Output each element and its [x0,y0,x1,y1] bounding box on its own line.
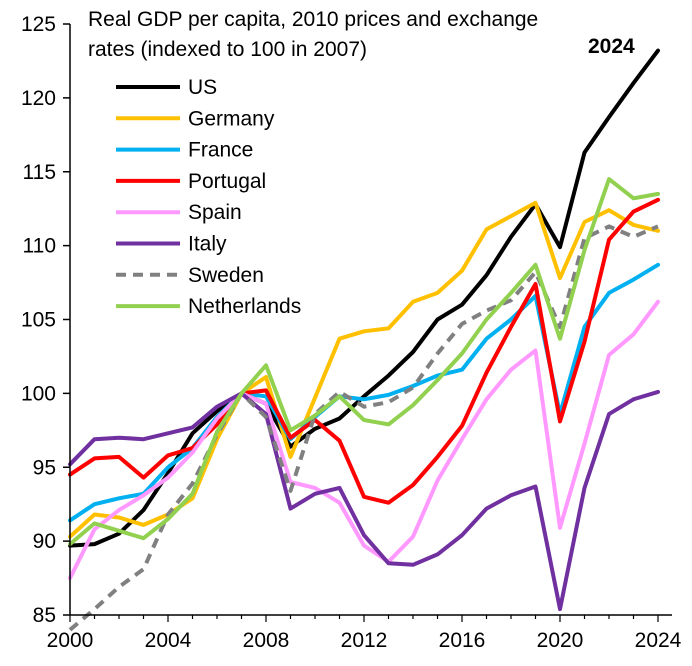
y-tick-label: 105 [21,309,56,332]
series-line-netherlands [68,177,660,547]
series-line-us [68,48,660,548]
x-tick-label: 2004 [145,629,192,652]
x-tick-label: 2008 [243,629,290,652]
legend-label-germany: Germany [188,107,275,130]
x-tick-label: 2020 [537,629,584,652]
y-tick-label: 90 [33,530,56,553]
x-tick-label: 2012 [341,629,388,652]
series-line-spain [68,299,660,581]
legend-label-us: US [188,76,217,99]
plot-area: 85 90 95 100 105 110 115 120 125 2000 2004 2008 201… [21,13,682,652]
y-tick-label: 110 [23,235,56,258]
legend-label-france: France [188,139,253,162]
end-year-annotation: 2024 [588,35,635,58]
y-tick-label: 125 [21,13,56,36]
legend-label-netherlands: Netherlands [188,295,301,318]
y-axis-ticks: 85 90 95 100 105 110 115 120 125 [21,13,70,627]
x-tick-label: 2016 [439,629,486,652]
x-tick-label: 2024 [635,629,682,652]
y-tick-label: 115 [23,161,56,184]
y-tick-label: 100 [21,382,56,405]
legend-label-sweden: Sweden [188,264,264,287]
y-tick-label: 85 [33,604,56,627]
chart-title-line-2: rates (indexed to 100 in 2007) [88,38,367,61]
series-line-italy [68,389,660,612]
legend-label-spain: Spain [188,201,242,224]
legend-label-portugal: Portugal [188,170,266,193]
chart-title: Real GDP per capita, 2010 prices and exc… [88,8,538,61]
x-tick-label: 2000 [47,629,94,652]
series-line-sweden [68,224,659,632]
series-line-portugal [68,197,660,505]
y-tick-label: 120 [21,87,56,110]
x-axis-ticks: 2000 2004 2008 2012 2016 2020 2024 [47,615,682,652]
legend-label-italy: Italy [188,233,227,256]
legend: US Germany France Portugal Spain Italy Sweden N… [116,76,301,318]
series-layer [68,48,660,632]
y-tick-label: 95 [33,456,56,479]
chart-title-line-1: Real GDP per capita, 2010 prices and exc… [88,8,538,31]
